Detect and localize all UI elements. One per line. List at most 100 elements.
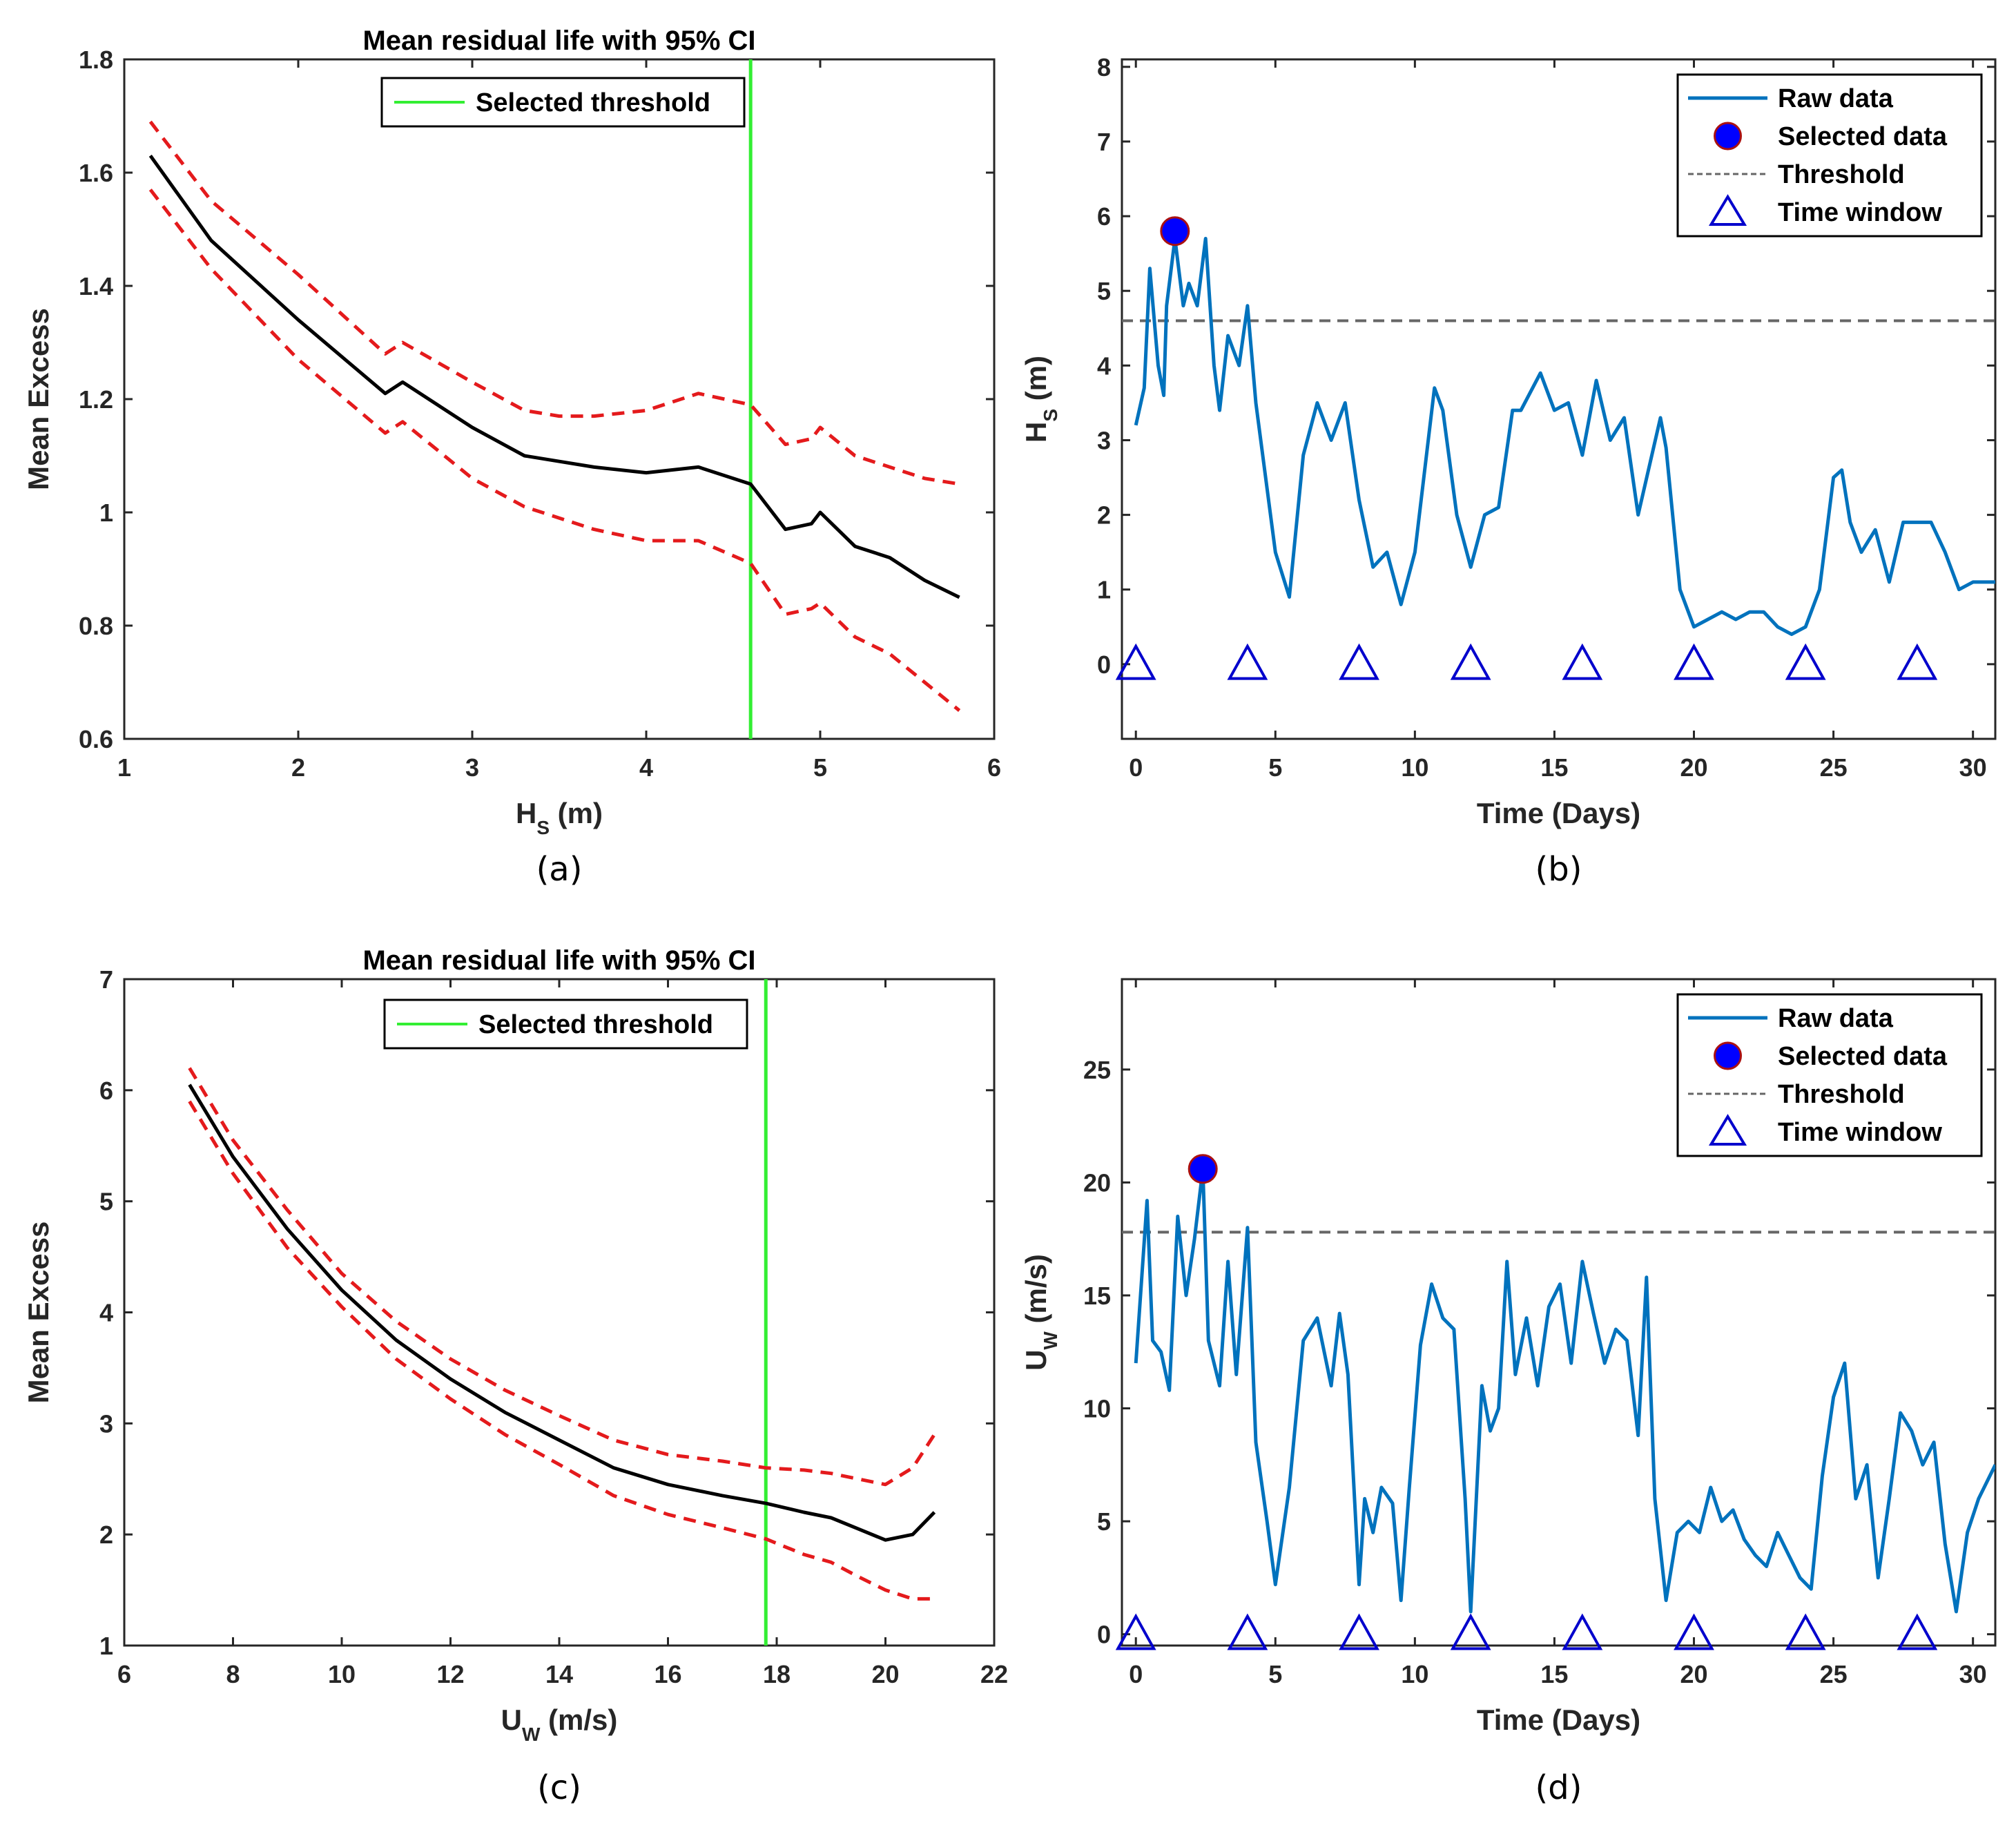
panel-b: 0 5 10 15 20 25 30 0 1 2 3 4 5 6 7 8 Time (Days) HS (m) (b… xyxy=(1020,53,1997,889)
y-tick-label: 5 xyxy=(1097,1507,1111,1536)
y-axis-label-main: U xyxy=(1020,1350,1052,1371)
series-line-0 xyxy=(1134,237,1995,637)
time-window-marker xyxy=(1227,643,1268,680)
chart-title: Mean residual life with 95% CI xyxy=(362,26,755,56)
series-line-2 xyxy=(148,189,961,712)
y-tick-label: 7 xyxy=(99,965,113,994)
x-axis-label: HS (m) xyxy=(516,797,603,838)
y-tick-label: 6 xyxy=(1097,202,1111,231)
y-tick-label: 25 xyxy=(1083,1056,1111,1084)
y-tick-label: 1.8 xyxy=(79,46,113,74)
legend-swatch-selected xyxy=(1714,1041,1742,1070)
x-tick-label: 2 xyxy=(291,753,305,782)
x-tick-label: 20 xyxy=(1680,1660,1707,1688)
panel-caption: (d) xyxy=(1535,1768,1582,1807)
y-axis-label-unit: (m) xyxy=(1020,356,1052,409)
legend-box xyxy=(1676,993,1983,1157)
x-tick-label: 20 xyxy=(1680,753,1707,782)
y-tick-label: 4 xyxy=(1097,351,1111,380)
y-axis-label: Mean Excess xyxy=(22,1222,55,1404)
legend-label: Selected threshold xyxy=(478,1010,713,1039)
x-tick-label: 12 xyxy=(436,1660,464,1688)
x-axis-label-sub: S xyxy=(536,817,550,838)
y-tick-label: 8 xyxy=(1097,53,1111,81)
time-window-marker xyxy=(1115,643,1156,680)
y-tick-label: 1 xyxy=(99,1632,113,1660)
legend-label: Raw data xyxy=(1778,84,1894,113)
time-window-marker xyxy=(1450,643,1491,680)
y-tick-label: 20 xyxy=(1083,1168,1111,1197)
legend: Selected threshold xyxy=(383,999,748,1050)
x-tick-label: 1 xyxy=(117,753,131,782)
x-tick-label: 10 xyxy=(1401,1660,1428,1688)
y-tick-label: 0 xyxy=(1097,1621,1111,1649)
selected-data-point xyxy=(1188,1154,1218,1184)
legend-label: Threshold xyxy=(1778,1080,1905,1109)
y-axis-label-sub: W xyxy=(1040,1331,1061,1350)
series-line-1 xyxy=(148,120,960,486)
x-axis-label-main: U xyxy=(501,1704,522,1736)
chart-title: Mean residual life with 95% CI xyxy=(362,945,755,976)
x-tick-label: 5 xyxy=(1268,1660,1282,1688)
x-tick-label: 4 xyxy=(639,753,653,782)
panel-caption: (b) xyxy=(1535,850,1582,889)
x-tick-label: 10 xyxy=(1401,753,1428,782)
time-window-marker xyxy=(1339,643,1379,680)
legend-label: Selected data xyxy=(1778,122,1948,151)
axes-box xyxy=(123,978,996,1647)
x-axis-label-main: Time (Days) xyxy=(1477,797,1640,829)
x-tick-label: 25 xyxy=(1820,753,1848,782)
y-tick-label: 0.8 xyxy=(79,612,113,640)
y-tick-label: 5 xyxy=(99,1188,113,1216)
x-tick-label: 10 xyxy=(328,1660,356,1688)
legend-label: Time window xyxy=(1778,198,1942,227)
time-window-marker xyxy=(1897,643,1938,680)
x-axis-label-unit: (m/s) xyxy=(540,1704,617,1736)
legend-swatch-time-window xyxy=(1708,194,1747,226)
y-tick-label: 1 xyxy=(1097,576,1111,604)
x-tick-label: 30 xyxy=(1959,1660,1987,1688)
x-tick-label: 15 xyxy=(1540,1660,1568,1688)
y-tick-label: 0 xyxy=(1097,650,1111,679)
plot-area xyxy=(148,59,961,739)
x-tick-label: 30 xyxy=(1959,753,1987,782)
y-tick-label: 10 xyxy=(1083,1395,1111,1423)
legend-label: Raw data xyxy=(1778,1004,1894,1033)
y-tick-label: 3 xyxy=(99,1409,113,1438)
legend: Raw data Selected data Threshold Time windo… xyxy=(1676,993,1983,1157)
y-axis-label: HS (m) xyxy=(1020,356,1061,443)
y-axis-label-main: Mean Excess xyxy=(22,1222,55,1404)
selected-data-point xyxy=(1160,216,1190,247)
x-axis-label: Time (Days) xyxy=(1477,797,1640,829)
x-axis-label-sub: W xyxy=(522,1724,541,1745)
x-tick-label: 15 xyxy=(1540,753,1568,782)
series-line-1 xyxy=(188,1067,936,1487)
axes-box xyxy=(123,58,996,740)
y-tick-label: 1.6 xyxy=(79,159,113,187)
x-axis-label-main: Time (Days) xyxy=(1477,1704,1640,1736)
time-window-marker xyxy=(1115,1613,1156,1650)
panel-caption: (a) xyxy=(536,850,583,889)
x-tick-label: 0 xyxy=(1129,753,1143,782)
x-tick-label: 20 xyxy=(871,1660,899,1688)
x-tick-label: 3 xyxy=(465,753,479,782)
y-tick-label: 5 xyxy=(1097,277,1111,305)
panel-a: 1 2 3 4 5 6 0.6 0.8 1 1.2 1.4 1.6 1.8 HS (m) Mean Exce… xyxy=(22,26,1001,889)
y-axis-label-main: H xyxy=(1020,422,1052,443)
x-tick-label: 5 xyxy=(813,753,827,782)
time-window-marker xyxy=(1450,1613,1491,1650)
y-axis-label-unit: (m/s) xyxy=(1020,1254,1052,1331)
plot-area xyxy=(1122,1167,1995,1614)
time-window-marker xyxy=(1227,1613,1268,1650)
x-tick-label: 6 xyxy=(987,753,1001,782)
legend-label: Selected threshold xyxy=(476,88,710,117)
time-window-marker xyxy=(1785,643,1826,680)
x-tick-label: 5 xyxy=(1268,753,1282,782)
y-axis-label-main: Mean Excess xyxy=(22,308,55,490)
y-axis-label-sub: S xyxy=(1040,409,1061,422)
x-axis-label: UW (m/s) xyxy=(501,1704,618,1745)
y-tick-label: 3 xyxy=(1097,426,1111,454)
x-axis-label-unit: (m) xyxy=(550,797,603,829)
series-line-0 xyxy=(188,1083,936,1542)
